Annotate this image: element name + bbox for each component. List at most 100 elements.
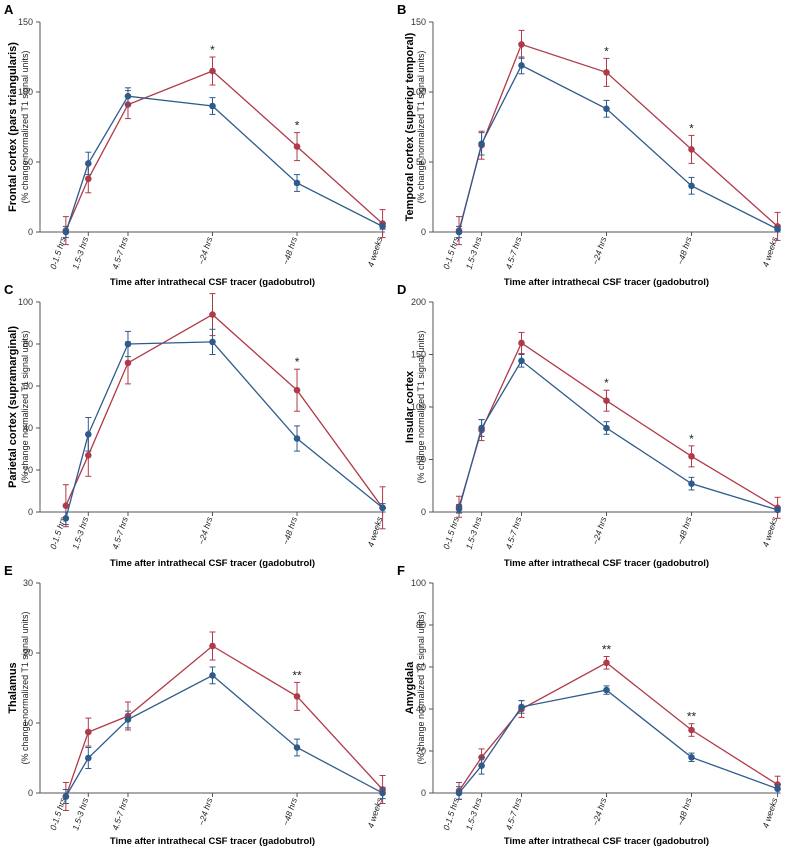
x-tick-label: 4.5-7 hrs [110,235,130,271]
x-tick-label: 0-1.5 hrs [441,235,461,271]
series-line-1 [65,95,383,233]
panel-letter: B [397,2,406,17]
x-axis-title: Time after intrathecal CSF tracer (gadob… [504,277,709,288]
series-line-2 [458,662,778,792]
data-point [688,453,695,460]
data-point [518,41,525,48]
y-axis-subtitle: (% change normalized T1 signal units) [20,51,30,204]
data-point [688,146,695,153]
y-axis-subtitle: (% change normalized T1 signal units) [20,612,30,765]
y-axis-title: Amygdala [404,661,416,714]
x-tick-label: 4 weeks [760,796,779,829]
significance-marker: * [295,119,300,133]
data-point [85,754,92,762]
y-axis-title: Temporal cortex (superior temporal) [404,32,416,221]
x-tick-label: 4.5-7 hrs [504,235,524,271]
x-tick-label: ~48 hrs [675,796,694,827]
y-tick-label: 40 [416,704,426,714]
data-point [62,502,70,510]
data-point [603,69,610,76]
series-line-2 [458,43,779,231]
significance-marker: ** [602,643,612,657]
data-point [688,182,695,190]
x-tick-label: 4 weeks [760,235,779,268]
x-tick-label: 4 weeks [365,796,384,829]
x-tick-label: ~48 hrs [675,235,694,266]
y-tick-label: 40 [23,423,33,433]
x-axis-title: Time after intrathecal CSF tracer (gadob… [110,277,315,288]
y-axis-subtitle: (% change normalized T1 signal units) [416,612,426,765]
significance-marker: * [604,376,609,390]
series-line-1 [458,359,778,511]
data-point [85,452,92,459]
panel-f: F 0 20 40 60 80 100 0-1.5 hrs 1.5-3 hrs 4.5-7 hrs… [397,563,781,847]
y-tick-label: 50 [416,157,426,167]
x-axis-title: Time after intrathecal CSF tracer (gadob… [110,558,315,569]
significance-marker: * [295,355,300,369]
data-point [124,359,132,367]
y-tick-label: 150 [411,17,426,27]
data-point [379,223,386,230]
data-point [478,762,485,769]
data-point [85,728,92,736]
panel-letter: D [397,282,406,297]
series-line-1 [458,689,778,794]
x-tick-label: ~24 hrs [590,235,609,266]
y-tick-label: 60 [23,381,33,391]
series-line-2 [65,70,384,231]
y-tick-label: 30 [23,578,33,588]
x-tick-label: 4 weeks [365,515,384,548]
y-axis-subtitle: (% change normalized T1 signal units) [416,51,426,204]
x-tick-label: 4.5-7 hrs [110,796,130,832]
data-point [209,311,216,318]
y-axis-title: Parietal cortex (supramarginal) [7,326,19,488]
data-point [379,789,386,797]
y-tick-label: 60 [416,662,426,672]
y-tick-label: 0 [28,227,33,237]
x-tick-label: ~24 hrs [590,515,609,546]
y-axis-title: Thalamus [7,662,19,713]
data-point [124,92,132,100]
data-point [293,435,301,442]
data-point [518,339,525,347]
x-tick-label: 4 weeks [760,515,779,548]
x-tick-label: ~48 hrs [281,515,300,546]
data-point [209,338,216,346]
x-tick-label: 1.5-3 hrs [464,515,484,551]
data-point [455,228,463,236]
y-tick-label: 20 [23,648,33,658]
y-tick-label: 100 [411,578,426,588]
data-point [603,686,610,694]
x-tick-label: ~48 hrs [281,796,300,827]
data-point [688,480,695,487]
y-tick-label: 20 [416,746,426,756]
x-tick-label: ~24 hrs [590,796,609,827]
data-point [774,785,781,793]
data-point [455,789,463,797]
y-tick-label: 50 [416,455,426,465]
x-tick-label: ~24 hrs [196,796,215,827]
data-point [518,703,525,711]
y-axis-title: Insular cortex [404,370,416,443]
x-tick-label: ~48 hrs [675,515,694,546]
data-point [293,744,301,751]
y-tick-label: 0 [421,788,426,798]
data-point [62,515,70,522]
y-tick-label: 100 [18,297,33,307]
x-tick-label: 4.5-7 hrs [504,515,524,551]
data-point [209,67,216,75]
y-tick-label: 100 [411,402,426,412]
x-tick-label: ~24 hrs [196,515,215,546]
y-tick-label: 80 [416,620,426,630]
data-point [455,505,463,513]
data-point [603,424,610,432]
data-point [62,793,70,800]
data-point [124,716,132,723]
data-point [518,357,525,365]
y-tick-label: 10 [23,718,33,728]
x-tick-label: 1.5-3 hrs [70,235,90,271]
y-tick-label: 0 [28,788,33,798]
x-tick-label: 1.5-3 hrs [70,796,90,832]
